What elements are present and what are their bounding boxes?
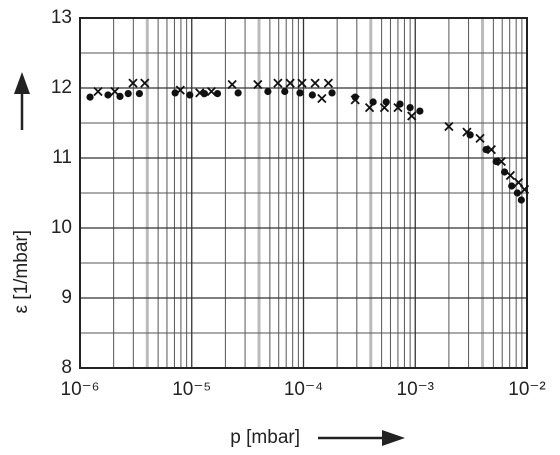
cross-marker	[393, 102, 403, 113]
dot-marker	[517, 196, 525, 204]
cross-marker	[310, 78, 320, 88]
x-tick-label: 10⁻²	[508, 379, 546, 400]
cross-marker	[285, 78, 295, 88]
cross-marker	[140, 78, 150, 88]
cross-marker	[128, 78, 138, 88]
cross-marker	[93, 86, 103, 97]
cross-marker	[486, 144, 497, 155]
y-tick-label: 13	[51, 7, 72, 28]
y-axis-label: ε [1/mbar]	[11, 230, 32, 313]
dot-marker	[234, 89, 242, 97]
dot-marker	[308, 91, 316, 99]
cross-marker	[227, 79, 237, 90]
cross-marker	[462, 127, 472, 137]
y-tick-label: 12	[51, 77, 72, 98]
dot-marker	[406, 104, 414, 112]
cross-marker	[110, 86, 120, 97]
dot-marker	[508, 182, 516, 190]
cross-marker	[297, 78, 307, 88]
dot-marker	[104, 91, 112, 99]
dot-marker	[500, 168, 509, 176]
cross-marker	[323, 78, 334, 88]
x-arrow-head	[382, 430, 405, 446]
x-tick-label: 10⁻⁶	[61, 379, 100, 400]
cross-marker	[350, 95, 360, 105]
cross-marker	[206, 86, 217, 97]
cross-marker	[175, 85, 185, 95]
y-tick-label: 8	[61, 357, 72, 378]
dot-marker	[264, 87, 272, 96]
dot-marker	[416, 107, 424, 115]
y-arrow-head	[14, 72, 30, 94]
cross-marker	[195, 88, 205, 98]
dot-marker	[482, 146, 490, 154]
dot-marker	[86, 93, 94, 101]
cross-marker	[273, 78, 283, 88]
x-tick-label: 10⁻⁴	[284, 379, 323, 400]
dot-marker	[492, 157, 500, 166]
cross-marker	[379, 102, 390, 113]
dot-marker	[135, 90, 143, 98]
dot-marker	[296, 89, 304, 97]
x-tick-label: 10⁻⁵	[172, 379, 211, 400]
dot-marker	[369, 98, 377, 106]
cross-marker	[505, 170, 516, 181]
cross-marker	[317, 93, 327, 104]
y-tick-label: 9	[61, 287, 72, 308]
x-axis-label: p [mbar]	[230, 427, 300, 448]
cross-marker	[444, 121, 454, 132]
y-tick-label: 10	[51, 217, 72, 238]
dot-marker	[213, 90, 222, 98]
dot-marker	[328, 89, 336, 97]
y-tick-label: 11	[52, 147, 72, 168]
cross-marker	[496, 156, 507, 167]
dot-marker	[396, 100, 404, 108]
cross-marker	[364, 102, 375, 113]
cross-marker	[475, 133, 485, 144]
cross-marker	[519, 184, 530, 195]
dot-marker	[281, 87, 289, 96]
x-tick-label: 10⁻³	[397, 379, 435, 400]
cross-marker	[407, 111, 417, 121]
dot-marker	[186, 91, 194, 99]
dot-marker	[124, 90, 132, 98]
dot-marker	[513, 189, 521, 197]
cross-marker	[253, 79, 263, 90]
